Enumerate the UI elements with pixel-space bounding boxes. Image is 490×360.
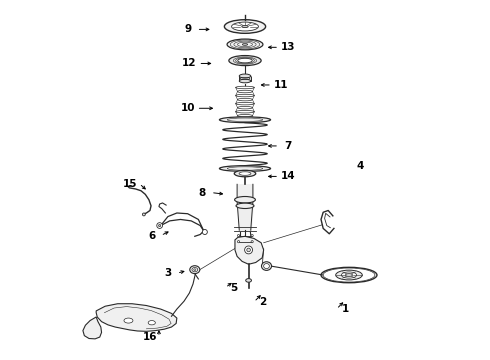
Ellipse shape: [239, 172, 251, 175]
Ellipse shape: [264, 264, 270, 269]
Ellipse shape: [124, 318, 133, 323]
Ellipse shape: [345, 274, 352, 276]
Ellipse shape: [243, 44, 247, 45]
Text: 3: 3: [164, 268, 171, 278]
Ellipse shape: [238, 58, 252, 63]
Ellipse shape: [224, 20, 266, 33]
Ellipse shape: [238, 107, 252, 109]
Text: 13: 13: [281, 42, 295, 52]
Ellipse shape: [342, 272, 357, 278]
Polygon shape: [83, 317, 101, 339]
Ellipse shape: [336, 270, 362, 280]
Ellipse shape: [236, 203, 254, 208]
Ellipse shape: [143, 213, 146, 216]
Text: 1: 1: [342, 304, 349, 314]
Ellipse shape: [148, 320, 155, 325]
Ellipse shape: [229, 55, 261, 66]
Ellipse shape: [159, 225, 161, 226]
Polygon shape: [235, 236, 264, 264]
Ellipse shape: [245, 246, 252, 254]
Ellipse shape: [227, 39, 263, 50]
Ellipse shape: [238, 240, 240, 243]
Ellipse shape: [236, 94, 254, 97]
Ellipse shape: [192, 267, 197, 272]
Ellipse shape: [236, 86, 254, 89]
Ellipse shape: [190, 266, 200, 274]
Ellipse shape: [157, 223, 163, 228]
Text: 16: 16: [143, 332, 157, 342]
Text: 2: 2: [259, 297, 267, 307]
Ellipse shape: [236, 111, 254, 113]
Ellipse shape: [238, 234, 240, 237]
Polygon shape: [96, 304, 177, 331]
Ellipse shape: [323, 268, 375, 282]
Ellipse shape: [247, 248, 250, 252]
Text: 9: 9: [184, 24, 191, 35]
Ellipse shape: [202, 229, 207, 234]
Ellipse shape: [234, 170, 256, 177]
Text: 4: 4: [356, 161, 364, 171]
Polygon shape: [239, 76, 251, 81]
Ellipse shape: [236, 118, 254, 121]
Ellipse shape: [236, 102, 254, 105]
Ellipse shape: [251, 240, 253, 243]
Ellipse shape: [321, 267, 377, 283]
Ellipse shape: [235, 197, 255, 203]
Text: 8: 8: [198, 188, 206, 198]
Ellipse shape: [251, 234, 253, 237]
Text: 10: 10: [180, 103, 195, 113]
Text: 12: 12: [182, 58, 196, 68]
Ellipse shape: [238, 98, 252, 101]
Text: 5: 5: [231, 283, 238, 293]
Text: 14: 14: [281, 171, 295, 181]
Ellipse shape: [220, 166, 270, 171]
Ellipse shape: [262, 262, 271, 270]
Ellipse shape: [245, 279, 251, 282]
Ellipse shape: [238, 90, 252, 93]
Ellipse shape: [242, 26, 248, 28]
Ellipse shape: [232, 22, 258, 31]
Ellipse shape: [239, 74, 251, 78]
Text: 6: 6: [148, 231, 155, 240]
Text: 7: 7: [284, 141, 292, 151]
Text: 11: 11: [273, 80, 288, 90]
Ellipse shape: [239, 79, 251, 83]
Ellipse shape: [194, 269, 196, 271]
Text: 15: 15: [123, 179, 138, 189]
Ellipse shape: [238, 114, 252, 117]
Ellipse shape: [220, 117, 270, 123]
